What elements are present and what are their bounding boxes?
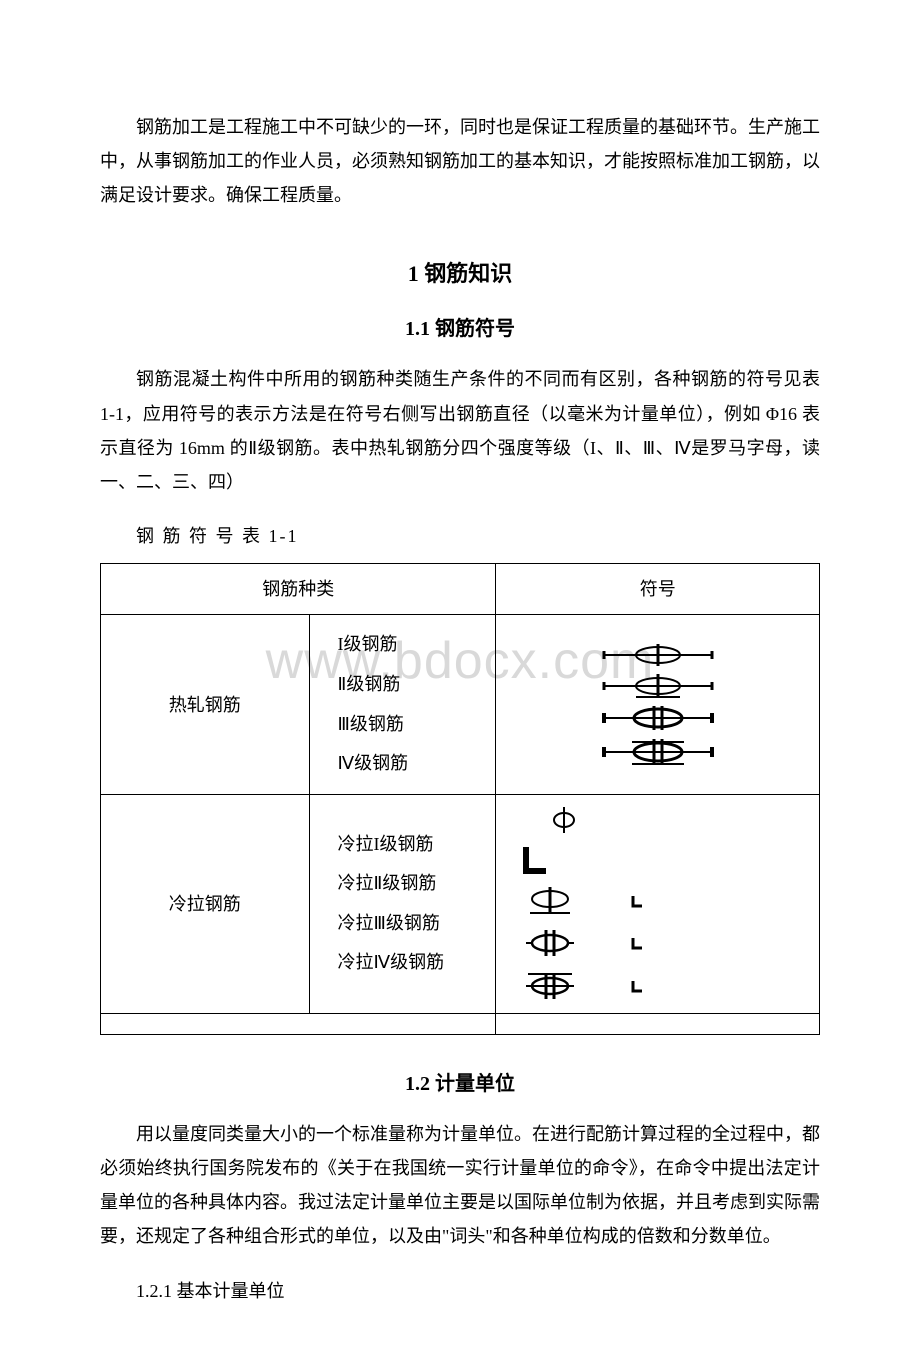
table-header-category: 钢筋种类 (101, 564, 496, 615)
table-header-row: 钢筋种类 符号 (101, 564, 820, 615)
grade-label: 冷拉Ⅲ级钢筋 (338, 904, 482, 944)
rebar-symbol-1-icon (598, 642, 718, 668)
table-row: 热轧钢筋 I级钢筋 Ⅱ级钢筋 Ⅲ级钢筋 Ⅳ级钢筋 (101, 615, 820, 794)
section-1-title: 1 钢筋知识 (100, 253, 820, 295)
grade-label: Ⅱ级钢筋 (338, 665, 482, 705)
rebar-symbol-table: 钢筋种类 符号 热轧钢筋 I级钢筋 Ⅱ级钢筋 Ⅲ级钢筋 Ⅳ级钢筋 (100, 563, 820, 1035)
cold-rebar-symbol-1-icon (544, 805, 584, 835)
document-content: 钢筋加工是工程施工中不可缺少的一环，同时也是保证工程质量的基础环节。生产施工中，… (100, 110, 820, 1308)
table-row: 冷拉钢筋 冷拉I级钢筋 冷拉Ⅱ级钢筋 冷拉Ⅲ级钢筋 冷拉Ⅳ级钢筋 (101, 794, 820, 1013)
cold-rebar-symbol-3-icon (520, 927, 580, 959)
grade-label: 冷拉Ⅳ级钢筋 (338, 943, 482, 983)
section-1-2-paragraph: 用以量度同类量大小的一个标准量称为计量单位。在进行配筋计算过程的全过程中，都必须… (100, 1117, 820, 1254)
cold-rebar-symbol-4-icon (520, 969, 580, 1003)
cold-rebar-l-icon (520, 845, 550, 875)
table-caption: 钢 筋 符 号 表 1-1 (136, 519, 820, 553)
category-cold-drawn: 冷拉钢筋 (101, 794, 310, 1013)
grade-label: 冷拉I级钢筋 (338, 825, 482, 865)
category-hot-rolled: 热轧钢筋 (101, 615, 310, 794)
cold-drawn-symbols (496, 794, 820, 1013)
hot-rolled-symbols (496, 615, 820, 794)
hot-rolled-grades: I级钢筋 Ⅱ级钢筋 Ⅲ级钢筋 Ⅳ级钢筋 (309, 615, 496, 794)
cold-rebar-symbol-2-icon (520, 885, 580, 917)
section-1-1-paragraph: 钢筋混凝土构件中所用的钢筋种类随生产条件的不同而有区别，各种钢筋的符号见表 1-… (100, 362, 820, 499)
table-header-symbol: 符号 (496, 564, 820, 615)
intro-paragraph: 钢筋加工是工程施工中不可缺少的一环，同时也是保证工程质量的基础环节。生产施工中，… (100, 110, 820, 213)
section-1-1-title: 1.1 钢筋符号 (100, 310, 820, 348)
grade-label: Ⅳ级钢筋 (338, 744, 482, 784)
small-l-icon (630, 979, 644, 993)
grade-label: Ⅲ级钢筋 (338, 705, 482, 745)
section-1-2-1-title: 1.2.1 基本计量单位 (100, 1274, 820, 1308)
small-l-icon (630, 936, 644, 950)
rebar-symbol-2-icon (598, 672, 718, 700)
grade-label: 冷拉Ⅱ级钢筋 (338, 864, 482, 904)
rebar-symbol-4-icon (598, 736, 718, 768)
small-l-icon (630, 894, 644, 908)
cold-drawn-grades: 冷拉I级钢筋 冷拉Ⅱ级钢筋 冷拉Ⅲ级钢筋 冷拉Ⅳ级钢筋 (309, 794, 496, 1013)
section-1-2-title: 1.2 计量单位 (100, 1065, 820, 1103)
rebar-symbol-3-icon (598, 704, 718, 732)
grade-label: I级钢筋 (338, 625, 482, 665)
table-row-empty (101, 1013, 820, 1034)
